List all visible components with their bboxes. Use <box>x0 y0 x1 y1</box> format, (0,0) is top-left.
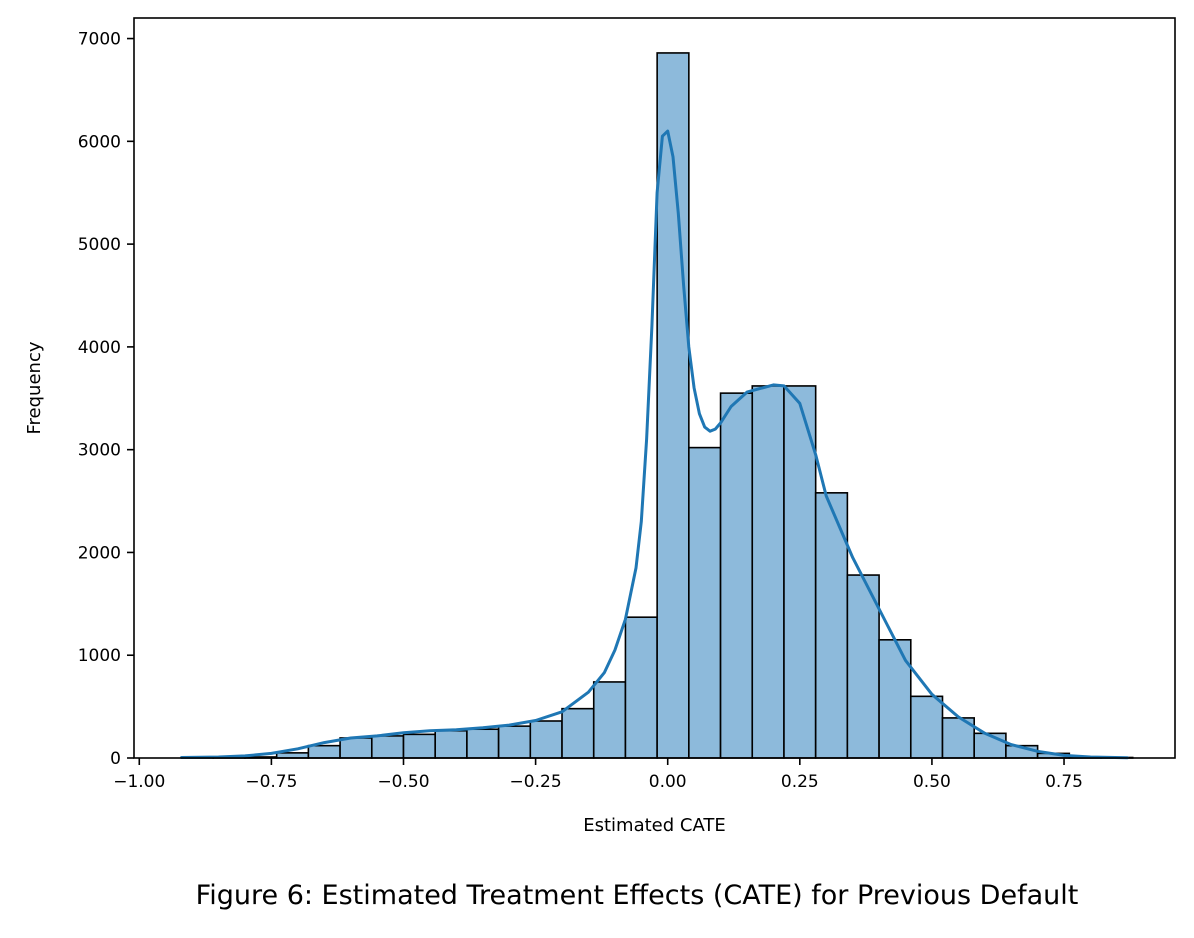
histogram-bars <box>180 52 1134 759</box>
y-axis-label: Frequency <box>24 341 45 434</box>
y-tick-label: 5000 <box>78 235 121 255</box>
histogram-bar <box>624 616 658 759</box>
tick-layer: −1.00 −0.75 −0.50 −0.25 0.00 0.25 0.50 0.75 0 100… <box>78 30 1083 792</box>
x-tick-label: −0.50 <box>377 772 429 792</box>
y-tick-label: 2000 <box>78 543 121 563</box>
histogram-bar <box>434 729 468 759</box>
y-tick-label: 7000 <box>78 30 121 50</box>
histogram-bar <box>592 681 627 759</box>
y-tick-label: 4000 <box>78 338 121 358</box>
histogram-bar <box>878 639 912 759</box>
y-tick-label: 3000 <box>78 441 121 461</box>
plot-frame <box>133 17 1176 759</box>
y-tick-label: 1000 <box>78 646 121 666</box>
histogram-bar <box>466 728 500 759</box>
x-tick-label: 0.75 <box>1045 772 1083 792</box>
histogram-bar <box>370 735 405 759</box>
histogram-bar <box>909 695 944 759</box>
kde-line <box>180 129 1129 760</box>
histogram-bar <box>688 446 722 759</box>
x-axis-label: Estimated CATE <box>583 815 726 836</box>
histogram-bar <box>751 385 785 759</box>
kde-curve-layer <box>180 129 1129 760</box>
x-tick-label: 0.50 <box>913 772 951 792</box>
histogram-bar <box>719 392 754 759</box>
histogram-bar <box>497 725 532 759</box>
y-tick-label: 0 <box>110 749 121 769</box>
x-tick-label: −1.00 <box>113 772 165 792</box>
histogram-bar <box>339 737 373 759</box>
x-tick-label: −0.75 <box>245 772 297 792</box>
x-tick-label: 0.25 <box>781 772 819 792</box>
histogram-bar <box>307 744 341 759</box>
x-tick-label: 0.00 <box>649 772 687 792</box>
x-tick-label: −0.25 <box>510 772 562 792</box>
histogram-bar <box>783 385 817 759</box>
histogram-bar <box>561 707 595 759</box>
figure-caption: Figure 6: Estimated Treatment Effects (C… <box>195 880 1079 911</box>
histogram-bar <box>529 720 563 759</box>
histogram-bar <box>814 492 849 759</box>
histogram-chart: −1.00 −0.75 −0.50 −0.25 0.00 0.25 0.50 0.75 0 100… <box>24 17 1176 836</box>
histogram-bar <box>402 733 437 759</box>
axes <box>133 17 1176 759</box>
y-tick-label: 6000 <box>78 132 121 152</box>
